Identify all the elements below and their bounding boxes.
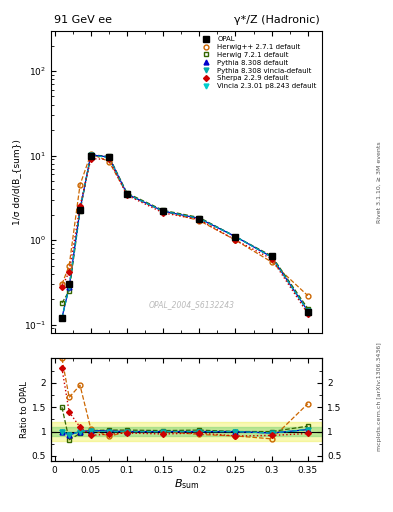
Pythia 8.308 vincia-default <box>107 155 111 161</box>
Herwig 7.2.1 default <box>161 207 165 214</box>
Pythia 8.308 vincia-default <box>233 233 238 240</box>
Text: OPAL_2004_S6132243: OPAL_2004_S6132243 <box>149 300 235 309</box>
Sherpa 2.2.9 default <box>305 310 310 316</box>
Herwig 7.2.1 default <box>107 153 111 159</box>
Pythia 8.308 default <box>107 154 111 160</box>
Pythia 8.308 vincia-default <box>197 216 202 222</box>
Line: OPAL: OPAL <box>59 153 310 321</box>
Sherpa 2.2.9 default <box>67 269 72 275</box>
Pythia 8.308 vincia-default <box>78 206 83 212</box>
OPAL <box>125 191 129 197</box>
Vincia 2.3.01 p8.243 default <box>60 315 64 321</box>
Pythia 8.308 vincia-default <box>269 254 274 260</box>
X-axis label: $B_\mathrm{sum}$: $B_\mathrm{sum}$ <box>174 477 200 491</box>
Vincia 2.3.01 p8.243 default <box>233 233 238 240</box>
Pythia 8.308 default <box>125 191 129 197</box>
Vincia 2.3.01 p8.243 default <box>107 155 111 161</box>
Sherpa 2.2.9 default <box>197 217 202 223</box>
Herwig++ 2.7.1 default <box>161 208 165 214</box>
Vincia 2.3.01 p8.243 default <box>161 208 165 214</box>
Herwig++ 2.7.1 default <box>60 281 64 287</box>
OPAL <box>269 253 274 259</box>
Pythia 8.308 default <box>78 206 83 212</box>
Vincia 2.3.01 p8.243 default <box>197 216 202 222</box>
Herwig++ 2.7.1 default <box>88 151 93 157</box>
Herwig++ 2.7.1 default <box>197 218 202 224</box>
Herwig 7.2.1 default <box>67 288 72 294</box>
Sherpa 2.2.9 default <box>269 256 274 262</box>
Herwig 7.2.1 default <box>197 215 202 221</box>
Line: Pythia 8.308 default: Pythia 8.308 default <box>59 153 310 321</box>
Herwig 7.2.1 default <box>305 306 310 312</box>
Pythia 8.308 vincia-default <box>67 284 72 290</box>
Herwig 7.2.1 default <box>125 190 129 196</box>
Pythia 8.308 default <box>161 208 165 214</box>
Text: 91 GeV ee: 91 GeV ee <box>54 15 112 25</box>
Sherpa 2.2.9 default <box>107 156 111 162</box>
Vincia 2.3.01 p8.243 default <box>125 191 129 197</box>
Herwig++ 2.7.1 default <box>269 259 274 265</box>
Herwig 7.2.1 default <box>78 208 83 214</box>
Text: γ*/Z (Hadronic): γ*/Z (Hadronic) <box>234 15 320 25</box>
Herwig++ 2.7.1 default <box>125 191 129 197</box>
Sherpa 2.2.9 default <box>233 237 238 243</box>
Bar <box>51 422 322 441</box>
Sherpa 2.2.9 default <box>125 192 129 198</box>
Herwig++ 2.7.1 default <box>233 237 238 243</box>
Pythia 8.308 vincia-default <box>125 191 129 197</box>
Line: Sherpa 2.2.9 default: Sherpa 2.2.9 default <box>60 157 310 316</box>
Y-axis label: Ratio to OPAL: Ratio to OPAL <box>20 381 29 438</box>
Vincia 2.3.01 p8.243 default <box>78 206 83 212</box>
OPAL <box>161 208 165 214</box>
OPAL <box>233 233 238 240</box>
Pythia 8.308 default <box>67 284 72 290</box>
Vincia 2.3.01 p8.243 default <box>305 308 310 314</box>
Herwig++ 2.7.1 default <box>107 158 111 164</box>
Pythia 8.308 vincia-default <box>60 315 64 321</box>
Line: Herwig++ 2.7.1 default: Herwig++ 2.7.1 default <box>59 152 310 298</box>
Pythia 8.308 default <box>233 233 238 240</box>
Y-axis label: 1/σ dσ/d(B_{sum}): 1/σ dσ/d(B_{sum}) <box>12 139 21 225</box>
Sherpa 2.2.9 default <box>88 156 93 162</box>
Herwig 7.2.1 default <box>88 152 93 158</box>
Pythia 8.308 vincia-default <box>161 208 165 214</box>
Bar <box>51 426 322 436</box>
Herwig++ 2.7.1 default <box>78 182 83 188</box>
Pythia 8.308 default <box>197 216 202 222</box>
OPAL <box>78 206 83 212</box>
Vincia 2.3.01 p8.243 default <box>88 152 93 158</box>
Pythia 8.308 vincia-default <box>88 152 93 158</box>
OPAL <box>197 216 202 222</box>
Pythia 8.308 default <box>60 315 64 321</box>
Pythia 8.308 default <box>88 152 93 158</box>
Line: Pythia 8.308 vincia-default: Pythia 8.308 vincia-default <box>59 153 310 321</box>
Pythia 8.308 vincia-default <box>305 308 310 314</box>
Herwig 7.2.1 default <box>60 300 64 306</box>
OPAL <box>88 153 93 159</box>
Text: mcplots.cern.ch [arXiv:1306.3436]: mcplots.cern.ch [arXiv:1306.3436] <box>377 343 382 451</box>
Line: Herwig 7.2.1 default: Herwig 7.2.1 default <box>59 153 310 311</box>
Line: Vincia 2.3.01 p8.243 default: Vincia 2.3.01 p8.243 default <box>59 153 310 321</box>
Sherpa 2.2.9 default <box>78 203 83 209</box>
Text: Rivet 3.1.10, ≥ 3M events: Rivet 3.1.10, ≥ 3M events <box>377 141 382 223</box>
OPAL <box>107 155 111 161</box>
Pythia 8.308 default <box>269 254 274 260</box>
Legend: OPAL, Herwig++ 2.7.1 default, Herwig 7.2.1 default, Pythia 8.308 default, Pythia: OPAL, Herwig++ 2.7.1 default, Herwig 7.2… <box>196 34 319 91</box>
Sherpa 2.2.9 default <box>60 284 64 290</box>
OPAL <box>305 309 310 315</box>
Herwig 7.2.1 default <box>233 233 238 240</box>
OPAL <box>60 315 64 321</box>
Herwig++ 2.7.1 default <box>67 263 72 269</box>
Vincia 2.3.01 p8.243 default <box>269 254 274 260</box>
OPAL <box>67 281 72 287</box>
Vincia 2.3.01 p8.243 default <box>67 284 72 290</box>
Pythia 8.308 default <box>305 308 310 314</box>
Herwig 7.2.1 default <box>269 253 274 259</box>
Herwig++ 2.7.1 default <box>305 292 310 298</box>
Sherpa 2.2.9 default <box>161 210 165 216</box>
